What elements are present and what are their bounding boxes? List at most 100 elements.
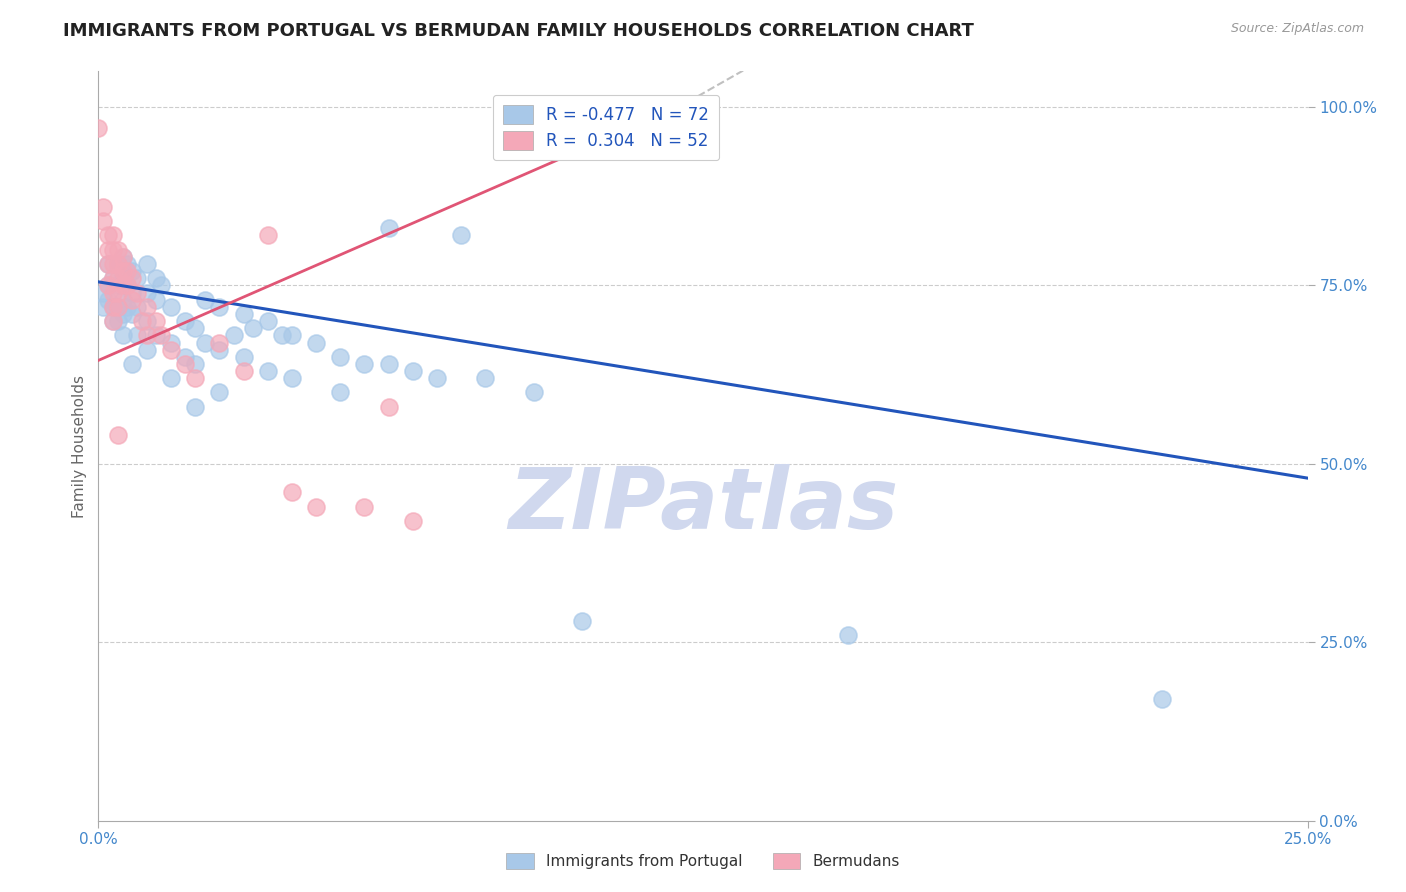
Point <box>117 278 139 293</box>
Point <box>174 357 197 371</box>
Point <box>135 300 157 314</box>
Point <box>107 243 129 257</box>
Point <box>107 300 129 314</box>
Point <box>329 350 352 364</box>
Point <box>135 314 157 328</box>
Point <box>97 257 120 271</box>
Point <box>329 385 352 400</box>
Point <box>402 514 425 528</box>
Point <box>101 300 124 314</box>
Point <box>121 357 143 371</box>
Point <box>571 614 593 628</box>
Point <box>127 300 149 314</box>
Point <box>107 300 129 314</box>
Point <box>256 364 278 378</box>
Point <box>101 243 124 257</box>
Point <box>426 371 449 385</box>
Point <box>242 321 264 335</box>
Point <box>305 500 328 514</box>
Point <box>97 228 120 243</box>
Point <box>145 271 167 285</box>
Point <box>377 357 399 371</box>
Point <box>91 300 114 314</box>
Point <box>150 328 173 343</box>
Point <box>194 293 217 307</box>
Y-axis label: Family Households: Family Households <box>72 375 87 517</box>
Point <box>107 271 129 285</box>
Point <box>127 285 149 300</box>
Point <box>184 400 207 414</box>
Point <box>145 293 167 307</box>
Text: Source: ZipAtlas.com: Source: ZipAtlas.com <box>1230 22 1364 36</box>
Point <box>117 257 139 271</box>
Point <box>101 314 124 328</box>
Point <box>281 328 304 343</box>
Point <box>450 228 472 243</box>
Point <box>837 628 859 642</box>
Point <box>377 400 399 414</box>
Point <box>111 293 134 307</box>
Point <box>91 200 114 214</box>
Point <box>135 285 157 300</box>
Point <box>160 335 183 350</box>
Point <box>160 300 183 314</box>
Point <box>127 271 149 285</box>
Point <box>121 285 143 300</box>
Point <box>305 335 328 350</box>
Point <box>107 314 129 328</box>
Point <box>111 328 134 343</box>
Point <box>150 278 173 293</box>
Point <box>377 221 399 235</box>
Point <box>101 271 124 285</box>
Point <box>281 371 304 385</box>
Point <box>353 357 375 371</box>
Point <box>97 278 120 293</box>
Point <box>222 328 245 343</box>
Point <box>117 278 139 293</box>
Point <box>256 228 278 243</box>
Point <box>111 264 134 278</box>
Point <box>107 428 129 442</box>
Point <box>208 335 231 350</box>
Point <box>117 264 139 278</box>
Point <box>174 314 197 328</box>
Point <box>160 371 183 385</box>
Point <box>97 293 120 307</box>
Point <box>523 385 546 400</box>
Point <box>117 300 139 314</box>
Point <box>271 328 294 343</box>
Legend: Immigrants from Portugal, Bermudans: Immigrants from Portugal, Bermudans <box>501 847 905 875</box>
Point <box>91 214 114 228</box>
Point <box>208 385 231 400</box>
Point <box>97 243 120 257</box>
Point <box>135 257 157 271</box>
Point <box>121 264 143 278</box>
Point <box>111 278 134 293</box>
Point <box>111 271 134 285</box>
Point <box>208 343 231 357</box>
Point <box>111 250 134 264</box>
Point <box>97 278 120 293</box>
Text: IMMIGRANTS FROM PORTUGAL VS BERMUDAN FAMILY HOUSEHOLDS CORRELATION CHART: IMMIGRANTS FROM PORTUGAL VS BERMUDAN FAM… <box>63 22 974 40</box>
Point <box>111 307 134 321</box>
Point <box>232 364 254 378</box>
Point <box>232 350 254 364</box>
Point <box>184 357 207 371</box>
Point <box>353 500 375 514</box>
Point <box>174 350 197 364</box>
Point <box>97 257 120 271</box>
Point <box>131 314 153 328</box>
Point <box>281 485 304 500</box>
Point <box>111 250 134 264</box>
Point <box>184 321 207 335</box>
Point <box>121 293 143 307</box>
Legend: R = -0.477   N = 72, R =  0.304   N = 52: R = -0.477 N = 72, R = 0.304 N = 52 <box>494 95 720 160</box>
Point <box>107 257 129 271</box>
Point <box>135 328 157 343</box>
Point <box>91 285 114 300</box>
Point <box>256 314 278 328</box>
Point <box>474 371 496 385</box>
Point <box>1152 692 1174 706</box>
Point <box>232 307 254 321</box>
Point <box>101 285 124 300</box>
